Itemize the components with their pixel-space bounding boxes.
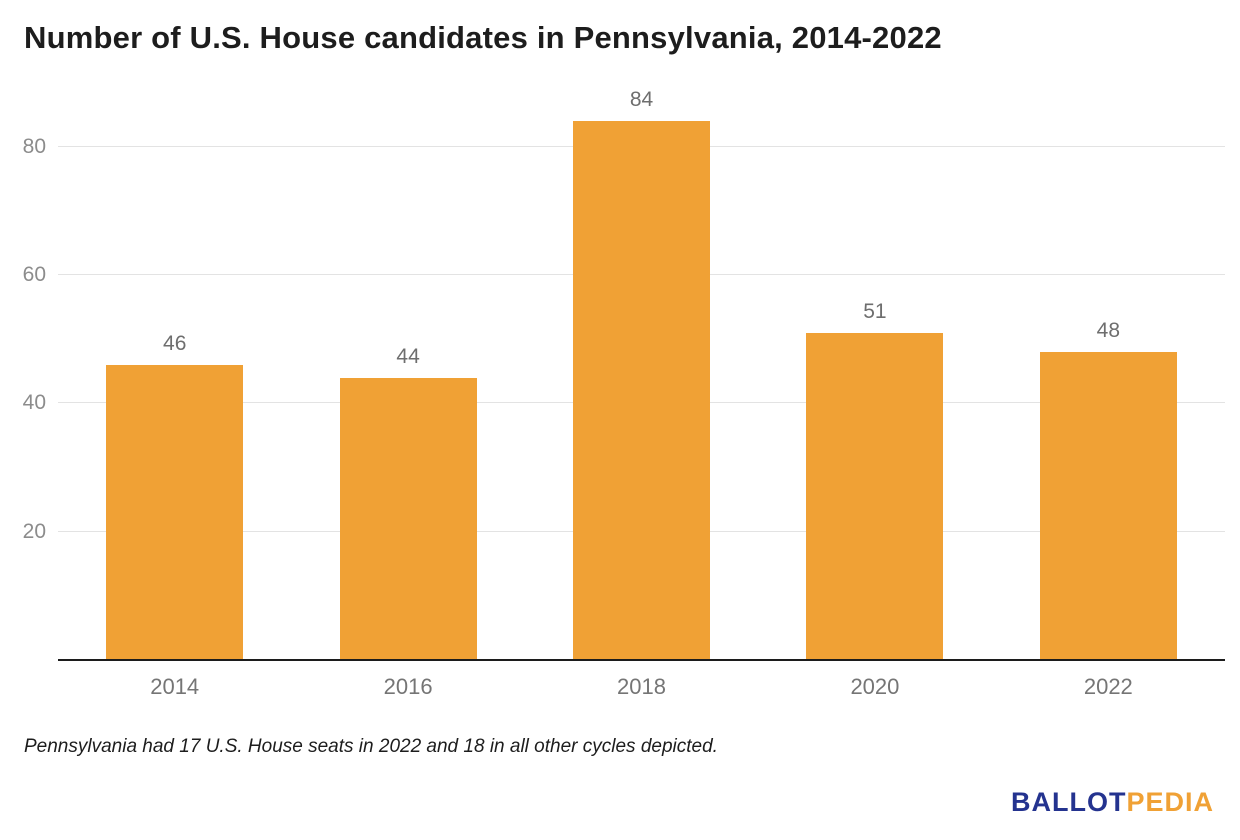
bar-column: 44	[291, 345, 524, 660]
bar-value-label: 46	[163, 331, 187, 355]
logo-text-pedia: PEDIA	[1126, 787, 1214, 817]
x-tick-label: 2014	[150, 674, 200, 699]
y-tick-label: 80	[22, 134, 46, 158]
x-tick-label: 2022	[1083, 674, 1133, 699]
bar-2016	[339, 377, 477, 660]
bar-column: 46	[58, 332, 291, 660]
y-tick-label: 20	[22, 519, 46, 543]
bar-value-label: 44	[396, 344, 420, 368]
y-tick-label: 40	[22, 391, 46, 415]
bar-value-label: 84	[629, 88, 654, 112]
y-tick-label: 60	[22, 263, 46, 287]
bar-column: 84	[525, 88, 758, 660]
bar-2022	[1039, 352, 1177, 660]
bar-2020	[806, 332, 944, 660]
x-tick-label: 2020	[850, 674, 900, 699]
bar-chart: 20 40 60 80 46 44 84 51 48 2014 2016 2018 2020 2022	[0, 88, 1240, 699]
bar-value-label: 48	[1096, 319, 1120, 343]
bar-2014	[106, 364, 244, 660]
bar-column: 48	[992, 319, 1225, 660]
bar-value-label: 51	[863, 299, 887, 323]
bar-column: 51	[758, 300, 991, 660]
chart-footnote: Pennsylvania had 17 U.S. House seats in …	[24, 736, 718, 757]
ballotpedia-logo: BALLOTPEDIA	[1011, 787, 1214, 818]
bar-2018	[573, 121, 711, 660]
y-axis-labels: 20 40 60 80	[0, 102, 50, 660]
x-axis-labels: 2014 2016 2018 2020 2022	[58, 660, 1225, 700]
logo-text-ballot: BALLOT	[1010, 787, 1127, 817]
x-tick-label: 2016	[383, 674, 433, 699]
x-tick-label: 2018	[617, 674, 666, 699]
x-axis-line	[58, 659, 1225, 661]
plot-area: 46 44 84 51 48	[58, 88, 1225, 660]
chart-title: Number of U.S. House candidates in Penns…	[24, 20, 942, 55]
